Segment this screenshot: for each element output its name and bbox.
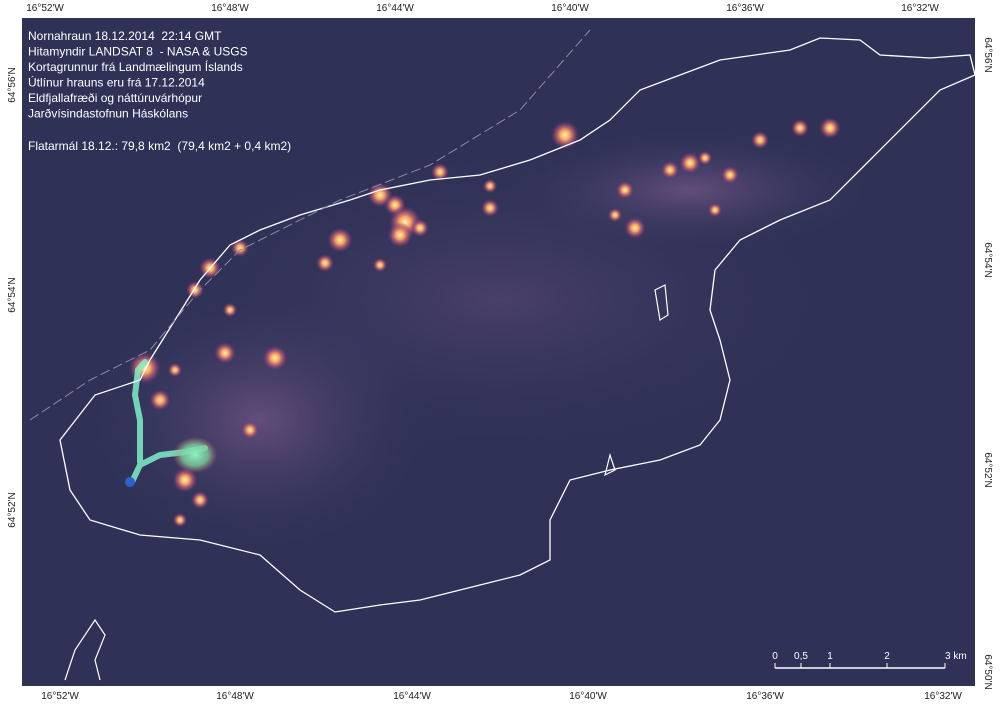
bottom-coordinate: 16°40'W xyxy=(569,691,607,702)
bottom-coordinate: 16°36'W xyxy=(746,691,784,702)
hot-spot xyxy=(172,467,198,493)
hot-spot xyxy=(186,281,204,299)
hot-spot xyxy=(241,421,259,439)
title-line: Hitamyndir LANDSAT 8 - NASA & USGS xyxy=(28,45,248,59)
hot-spot xyxy=(679,152,701,174)
lava-outline xyxy=(59,37,976,613)
hot-spot xyxy=(721,166,739,184)
right-coordinate: 64°54'N xyxy=(982,242,993,277)
top-coordinate: 16°36'W xyxy=(726,3,764,14)
right-coordinate: 64°52'N xyxy=(982,452,993,487)
left-coordinate: 64°54'N xyxy=(7,277,18,312)
hot-spot xyxy=(431,163,449,181)
right-coordinate: 64°50'N xyxy=(982,654,993,689)
hot-spot xyxy=(372,257,388,273)
haze xyxy=(90,130,870,550)
hot-spot xyxy=(387,222,413,248)
hot-spot xyxy=(191,491,209,509)
hot-spot xyxy=(327,227,353,253)
scale-label: 2 xyxy=(884,651,890,662)
hot-spot xyxy=(624,217,646,239)
hot-spot xyxy=(172,512,188,528)
top-coordinate: 16°48'W xyxy=(211,3,249,14)
hot-spot xyxy=(661,161,679,179)
title-line: Jarðvísindastofnun Háskólans xyxy=(28,107,188,121)
left-coordinate: 64°52'N xyxy=(7,492,18,527)
hot-spot xyxy=(707,202,723,218)
hot-spot xyxy=(167,362,183,378)
right-coordinate: 64°56'N xyxy=(982,37,993,72)
bottom-coordinate: 16°44'W xyxy=(393,691,431,702)
area-text: Flatarmál 18.12.: 79,8 km2 (79,4 km2 + 0… xyxy=(28,139,291,153)
hot-spot xyxy=(751,131,769,149)
hot-spot xyxy=(481,199,499,217)
scale-label: 0,5 xyxy=(794,651,808,662)
road xyxy=(29,29,591,421)
hot-spot xyxy=(262,345,288,371)
hot-spot xyxy=(616,181,634,199)
scale-label: 0 xyxy=(772,651,778,662)
title-line: Kortagrunnur frá Landmælingum Íslands xyxy=(28,59,243,74)
bottom-coordinate: 16°52'W xyxy=(41,691,79,702)
hot-spot xyxy=(697,150,713,166)
title-line: Eldfjallafræði og náttúruvárhópur xyxy=(28,91,202,105)
hot-spot xyxy=(482,178,498,194)
hot-spot xyxy=(791,119,809,137)
hot-spot xyxy=(214,342,236,364)
hot-spot xyxy=(231,239,249,257)
hot-spot xyxy=(316,254,334,272)
bottom-coordinate: 16°48'W xyxy=(216,691,254,702)
scale-bar: 0 0,5 1 2 3 km xyxy=(772,651,967,669)
top-coordinate: 16°32'W xyxy=(901,3,939,14)
bottom-coordinate: 16°32'W xyxy=(924,691,962,702)
hot-spot xyxy=(819,117,841,139)
lava-pond xyxy=(173,437,217,473)
hot-spot xyxy=(607,207,623,223)
hot-spot xyxy=(149,389,171,411)
hot-spot xyxy=(222,302,238,318)
title-line: Útlínur hrauns eru frá 17.12.2014 xyxy=(28,75,205,90)
scale-label: 3 km xyxy=(945,651,967,662)
top-coordinate: 16°44'W xyxy=(376,3,414,14)
coordinates: 16°52'W 16°48'W 16°44'W 16°40'W 16°36'W 16°32… xyxy=(7,3,993,702)
hot-spot xyxy=(550,120,580,150)
top-coordinate: 16°52'W xyxy=(26,3,64,14)
title-line: Nornahraun 18.12.2014 22:14 GMT xyxy=(28,29,222,43)
title-block: Nornahraun 18.12.2014 22:14 GMT Hitamyndi… xyxy=(28,29,291,153)
hot-spot xyxy=(128,351,162,385)
hot-spot xyxy=(411,219,429,237)
left-coordinate: 64°56'N xyxy=(7,67,18,102)
vent xyxy=(125,477,135,487)
scale-label: 1 xyxy=(827,651,833,662)
top-coordinate: 16°40'W xyxy=(551,3,589,14)
outline-island xyxy=(64,284,669,681)
